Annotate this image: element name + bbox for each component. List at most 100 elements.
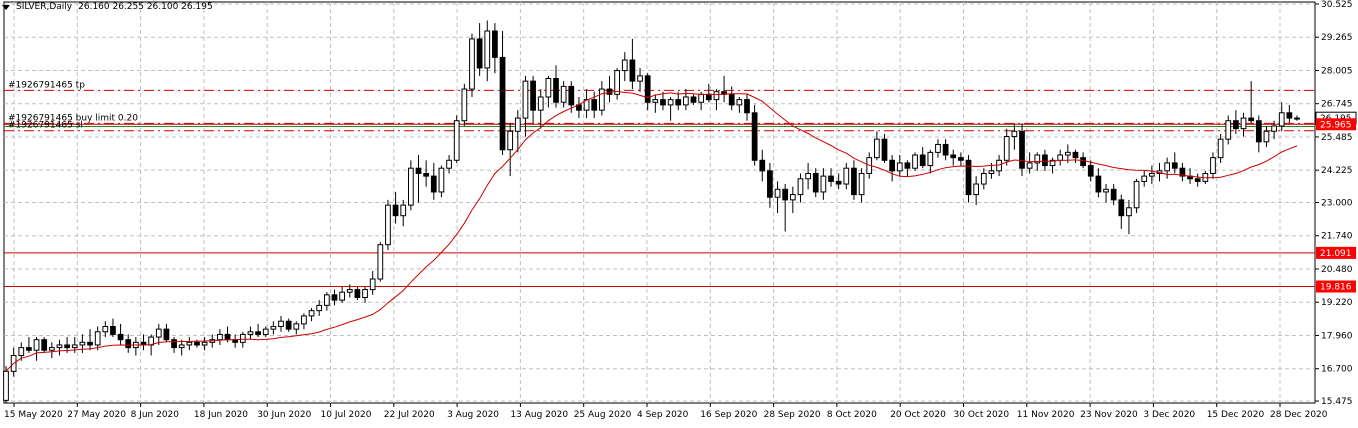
bull-candle[interactable] [637, 75, 643, 82]
bear-candle[interactable] [285, 320, 292, 330]
bull-candle[interactable] [1210, 157, 1216, 174]
bear-candle[interactable] [958, 157, 964, 161]
bear-candle[interactable] [1095, 175, 1102, 193]
bear-candle[interactable] [392, 204, 399, 217]
bear-candle[interactable] [492, 30, 498, 58]
bear-candle[interactable] [1194, 178, 1201, 182]
bull-candle[interactable] [155, 328, 162, 338]
bear-candle[interactable] [499, 56, 506, 151]
bull-candle[interactable] [935, 143, 941, 153]
bear-candle[interactable] [1087, 165, 1094, 177]
bull-candle[interactable] [385, 204, 391, 246]
bull-candle[interactable] [843, 167, 850, 185]
bull-candle[interactable] [247, 331, 254, 335]
bear-candle[interactable] [751, 112, 758, 161]
bear-candle[interactable] [950, 154, 957, 159]
bear-candle[interactable] [904, 162, 911, 169]
bull-candle[interactable] [469, 38, 475, 90]
bull-candle[interactable] [293, 323, 300, 330]
bear-candle[interactable] [591, 99, 598, 111]
bull-candle[interactable] [805, 172, 811, 180]
bear-candle[interactable] [1233, 120, 1239, 130]
bull-candle[interactable] [1133, 180, 1140, 209]
bull-candle[interactable] [408, 167, 414, 206]
bull-candle[interactable] [18, 347, 25, 357]
bear-candle[interactable] [117, 333, 124, 341]
bull-candle[interactable] [774, 188, 781, 198]
bull-candle[interactable] [1164, 162, 1171, 172]
bull-candle[interactable] [667, 99, 674, 106]
bull-candle[interactable] [461, 88, 468, 122]
bull-candle[interactable] [1026, 162, 1033, 169]
bear-candle[interactable] [1179, 167, 1186, 177]
bear-candle[interactable] [851, 167, 857, 196]
bear-candle[interactable] [64, 344, 70, 349]
bear-candle[interactable] [415, 167, 422, 174]
bull-candle[interactable] [369, 278, 376, 291]
bull-candle[interactable] [1217, 138, 1224, 159]
bull-candle[interactable] [377, 244, 384, 280]
bear-candle[interactable] [1286, 112, 1293, 119]
bull-candle[interactable] [927, 151, 934, 167]
bear-candle[interactable] [828, 175, 834, 182]
bear-candle[interactable] [629, 59, 636, 82]
bear-candle[interactable] [553, 78, 559, 103]
bull-candle[interactable] [514, 117, 521, 132]
bull-candle[interactable] [522, 80, 529, 119]
bull-candle[interactable] [323, 294, 330, 306]
bull-candle[interactable] [858, 172, 865, 196]
bear-candle[interactable] [163, 328, 170, 341]
bear-candle[interactable] [1118, 199, 1125, 217]
bull-candle[interactable] [217, 333, 223, 341]
bull-candle[interactable] [1011, 130, 1018, 138]
bull-candle[interactable] [1057, 154, 1064, 161]
bull-candle[interactable] [789, 194, 796, 201]
bull-candle[interactable] [484, 30, 491, 69]
bear-candle[interactable] [744, 99, 750, 114]
bull-candle[interactable] [736, 99, 743, 106]
bear-candle[interactable] [690, 96, 697, 103]
bull-candle[interactable] [48, 347, 55, 351]
bull-candle[interactable] [1225, 120, 1232, 140]
bull-candle[interactable] [713, 91, 720, 101]
bull-candle[interactable] [239, 333, 246, 343]
bull-candle[interactable] [400, 204, 407, 217]
bear-candle[interactable] [767, 170, 773, 198]
bear-candle[interactable] [919, 154, 926, 167]
bear-candle[interactable] [41, 339, 48, 351]
bull-candle[interactable] [1271, 125, 1277, 132]
bull-candle[interactable] [545, 78, 552, 98]
bull-candle[interactable] [1064, 151, 1071, 156]
bull-candle[interactable] [683, 96, 689, 106]
bear-candle[interactable] [125, 339, 132, 349]
bear-candle[interactable] [110, 325, 116, 335]
bear-candle[interactable] [965, 159, 972, 196]
bull-candle[interactable] [1263, 130, 1270, 143]
bear-candle[interactable] [224, 333, 231, 341]
bull-candle[interactable] [278, 320, 284, 327]
bear-candle[interactable] [1171, 162, 1178, 169]
bear-candle[interactable] [1248, 117, 1255, 122]
bull-candle[interactable] [980, 172, 987, 185]
bull-candle[interactable] [1141, 175, 1148, 182]
bear-candle[interactable] [568, 85, 575, 106]
bull-candle[interactable] [1240, 117, 1247, 130]
bear-candle[interactable] [812, 172, 819, 193]
bull-candle[interactable] [262, 328, 269, 335]
bull-candle[interactable] [346, 289, 353, 293]
bull-candle[interactable] [621, 59, 628, 72]
bull-candle[interactable] [1103, 188, 1109, 193]
bull-candle[interactable] [797, 178, 804, 196]
bull-candle[interactable] [102, 325, 109, 333]
bear-candle[interactable] [26, 347, 32, 351]
bull-candle[interactable] [598, 88, 605, 111]
bear-candle[interactable] [1255, 120, 1262, 143]
bear-candle[interactable] [728, 93, 735, 106]
bull-candle[interactable] [614, 70, 620, 95]
bear-candle[interactable] [782, 188, 789, 201]
bear-candle[interactable] [87, 341, 93, 346]
bull-candle[interactable] [308, 310, 315, 317]
bear-candle[interactable] [1080, 157, 1086, 167]
bear-candle[interactable] [881, 138, 888, 161]
